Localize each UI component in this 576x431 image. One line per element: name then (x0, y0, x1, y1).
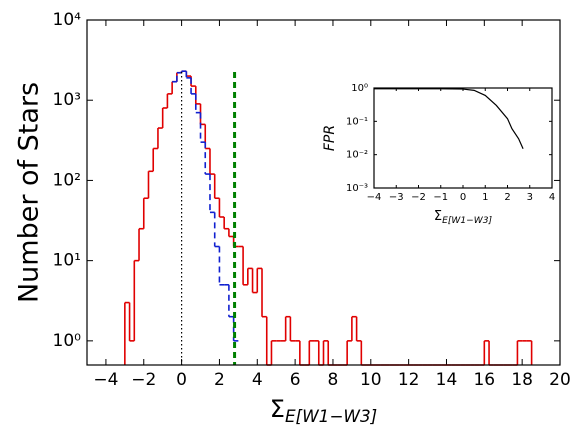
x-label-subscript: E[W1−W3] (285, 406, 377, 426)
x-tick-label: 16 (473, 370, 495, 390)
line (374, 88, 524, 150)
y-tick-label: 10⁰ (53, 331, 82, 351)
x-tick-label: 3 (527, 192, 533, 203)
x-axis-label: ΣE[W1−W3] (270, 395, 377, 426)
histogram-connector (124, 71, 533, 365)
x-label-subscript: E[W1−W3] (442, 215, 492, 225)
x-tick-label: 14 (436, 370, 458, 390)
y-tick-label: 10⁻² (346, 150, 368, 161)
y-tick-label: 10⁴ (53, 10, 82, 30)
histogram-connector (176, 71, 235, 341)
x-tick-label: 4 (252, 370, 263, 390)
x-tick-label: −4 (93, 370, 118, 390)
x-tick-label: 2 (214, 370, 225, 390)
x-axis-label: ΣE[W1−W3] (434, 209, 493, 226)
x-tick-label: −2 (411, 192, 426, 203)
plot-area (374, 88, 552, 188)
x-tick-label: −3 (389, 192, 404, 203)
plot-area (87, 20, 560, 365)
x-tick-label: −4 (367, 192, 382, 203)
x-tick-label: 0 (460, 192, 466, 203)
y-tick-label: 10¹ (53, 251, 81, 271)
x-label-symbol: Σ (434, 209, 442, 224)
axes: −4 −3 −2 −1 0 1 2 3 4 10⁻³ 10⁻² 10⁻¹ 10⁰ (346, 83, 555, 203)
axes-frame (373, 87, 553, 189)
x-tick-label: 0 (176, 370, 187, 390)
x-tick-label: 4 (549, 192, 555, 203)
x-tick-label: 2 (504, 192, 510, 203)
x-tick-label: 20 (549, 370, 571, 390)
y-tick-label: 10³ (53, 90, 81, 110)
y-tick-label: 10⁻¹ (346, 116, 368, 127)
x-tick-label: 12 (398, 370, 420, 390)
y-axis-label: Number of Stars (14, 82, 45, 303)
x-tick-label: −2 (131, 370, 156, 390)
x-label-symbol: Σ (270, 395, 285, 423)
y-tick-label: 10² (53, 170, 81, 190)
y-tick-label: 10⁻³ (346, 183, 368, 194)
x-tick-label: 8 (328, 370, 339, 390)
x-tick-label: 6 (290, 370, 301, 390)
x-tick-label: 1 (482, 192, 488, 203)
y-axis-label: FPR (322, 125, 338, 151)
x-tick-label: −1 (433, 192, 448, 203)
x-tick-label: 10 (360, 370, 382, 390)
x-tick-label: 18 (511, 370, 533, 390)
axes-frame (86, 19, 561, 366)
y-tick-label: 10⁰ (351, 83, 368, 94)
